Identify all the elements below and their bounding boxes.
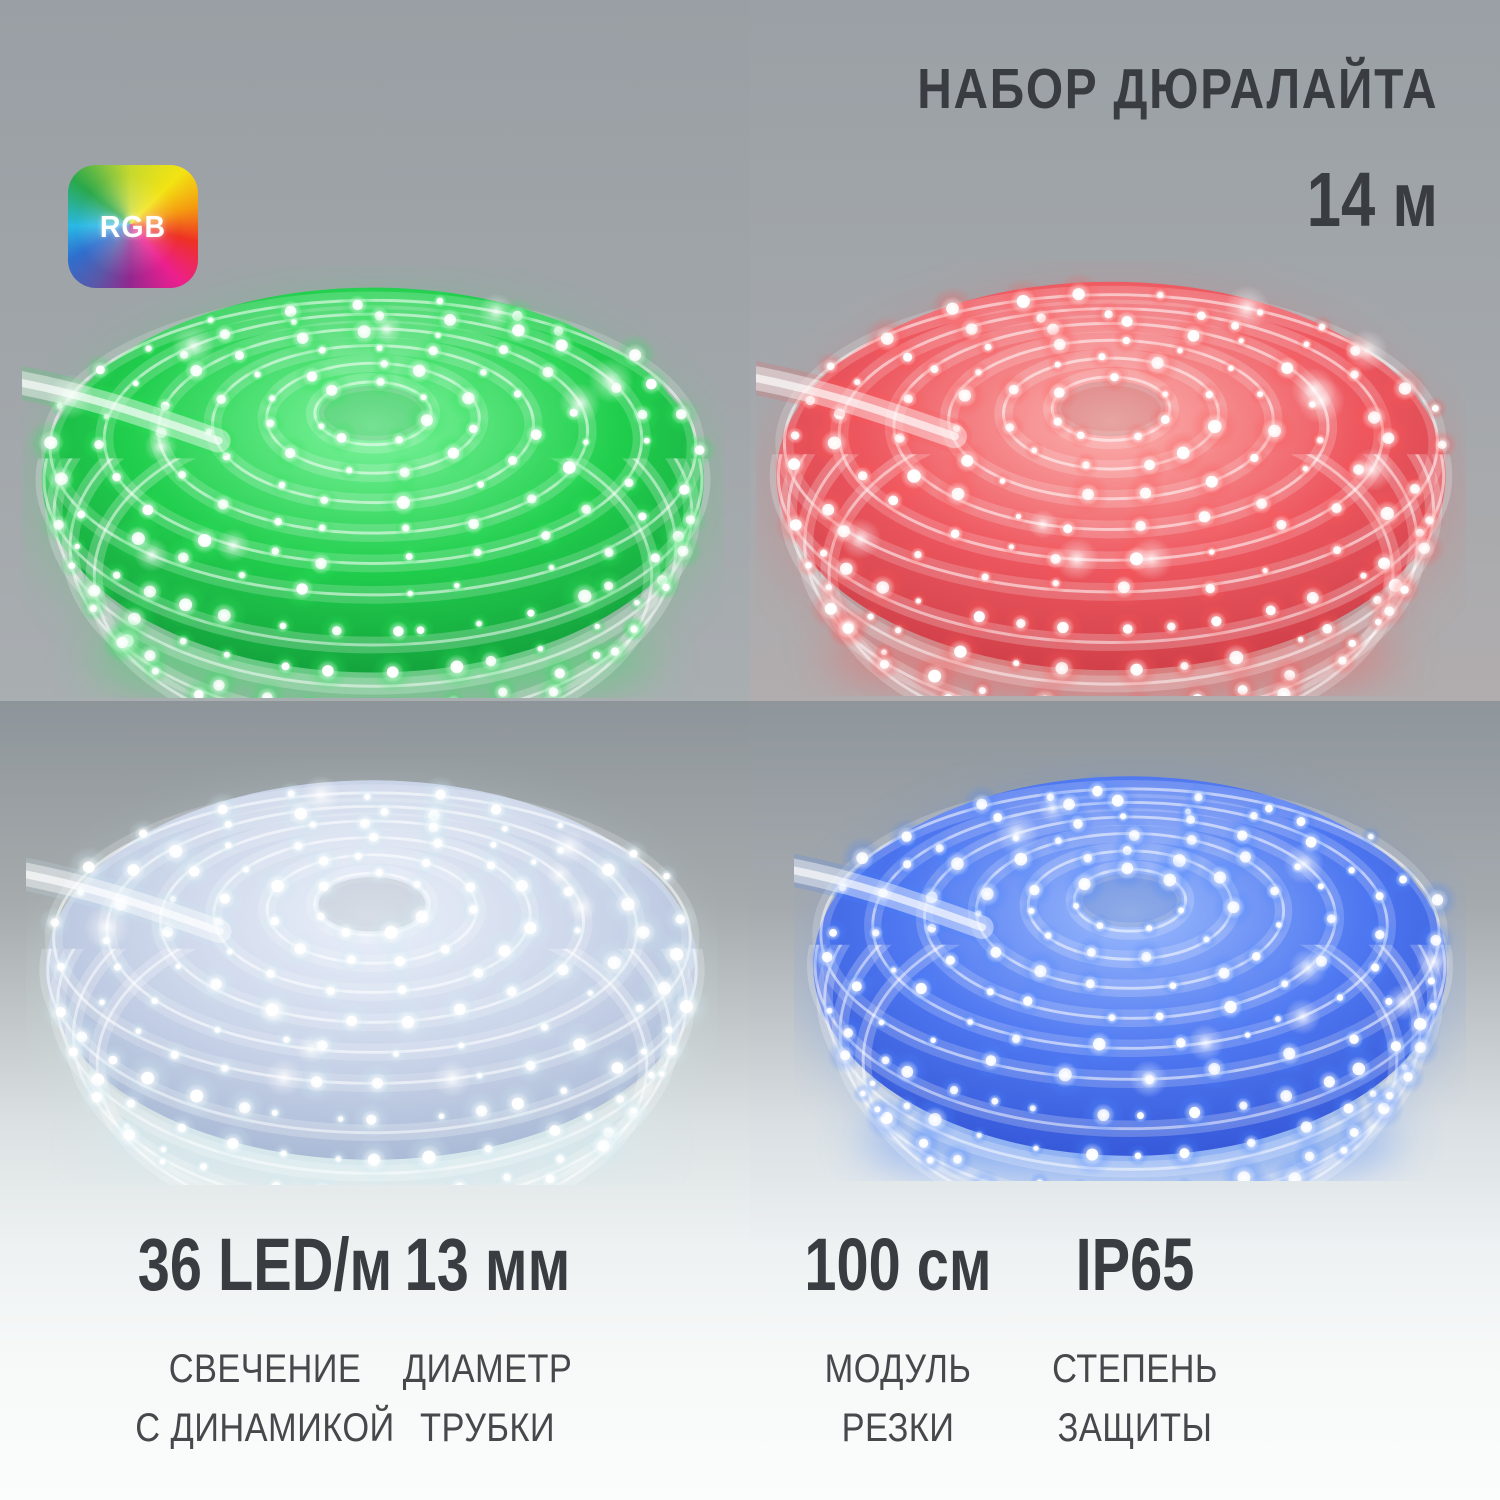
spec-label-line: С ДИНАМИКОЙ <box>135 1406 395 1450</box>
spec-label-line: ТРУБКИ <box>420 1406 555 1450</box>
spec-band-background <box>0 1241 1500 1500</box>
spec-label: СВЕЧЕНИЕ С ДИНАМИКОЙ <box>110 1340 420 1458</box>
green-coil-illustration <box>22 266 724 698</box>
spec-led-per-meter: 36 LED/м СВЕЧЕНИЕ С ДИНАМИКОЙ <box>85 1226 445 1458</box>
photo-green-rope-light <box>0 0 750 701</box>
specs-row: 36 LED/м СВЕЧЕНИЕ С ДИНАМИКОЙ 13 мм ДИАМ… <box>0 1226 1500 1486</box>
spec-cut-module: 100 см МОДУЛЬ РЕЗКИ <box>762 1226 1034 1458</box>
length-value: 14 м <box>1306 157 1438 243</box>
spec-ip-rating: IP65 СТЕПЕНЬ ЗАЩИТЫ <box>1003 1226 1267 1458</box>
rgb-badge: RGB <box>68 165 198 288</box>
white-coil-illustration <box>26 759 718 1185</box>
spec-tube-diameter: 13 мм ДИАМЕТР ТРУБКИ <box>360 1226 615 1458</box>
spec-label-line: СТЕПЕНЬ <box>1052 1347 1218 1391</box>
rgb-badge-label: RGB <box>99 208 167 244</box>
spec-label-line: РЕЗКИ <box>841 1406 955 1450</box>
photo-white-rope-light <box>0 701 750 1241</box>
product-title: НАБОР ДЮРАЛАЙТА <box>916 57 1438 121</box>
spec-label-line: МОДУЛЬ <box>824 1347 972 1391</box>
spec-value: IP65 <box>1075 1223 1195 1306</box>
spec-value: 100 см <box>804 1223 992 1306</box>
blue-coil-illustration <box>794 755 1466 1181</box>
spec-value: 13 мм <box>404 1223 571 1306</box>
photo-blue-rope-light <box>750 701 1500 1241</box>
spec-value: 36 LED/м <box>137 1223 393 1306</box>
photo-red-rope-light <box>750 0 1500 701</box>
spec-label-line: ЗАЩИТЫ <box>1057 1406 1213 1450</box>
spec-label: ДИАМЕТР ТРУБКИ <box>378 1340 597 1458</box>
red-coil-illustration <box>756 260 1466 696</box>
spec-label-line: СВЕЧЕНИЕ <box>168 1347 362 1391</box>
spec-label: СТЕПЕНЬ ЗАЩИТЫ <box>1021 1340 1248 1458</box>
spec-label-line: ДИАМЕТР <box>402 1347 573 1391</box>
spec-label: МОДУЛЬ РЕЗКИ <box>781 1340 1015 1458</box>
